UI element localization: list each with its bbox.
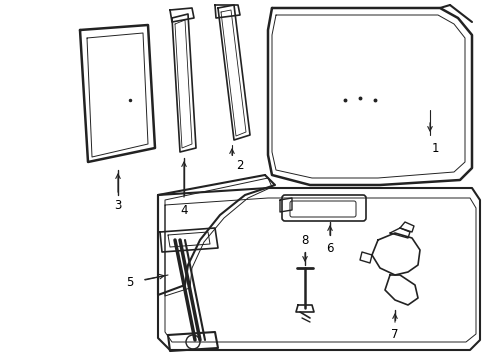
Text: 7: 7 [391, 328, 399, 342]
Text: 6: 6 [326, 242, 334, 255]
Text: 8: 8 [301, 234, 309, 247]
Text: 2: 2 [236, 158, 244, 171]
Text: 1: 1 [431, 141, 439, 154]
Text: 3: 3 [114, 198, 122, 212]
Text: 5: 5 [126, 275, 134, 288]
Text: 4: 4 [180, 203, 188, 216]
